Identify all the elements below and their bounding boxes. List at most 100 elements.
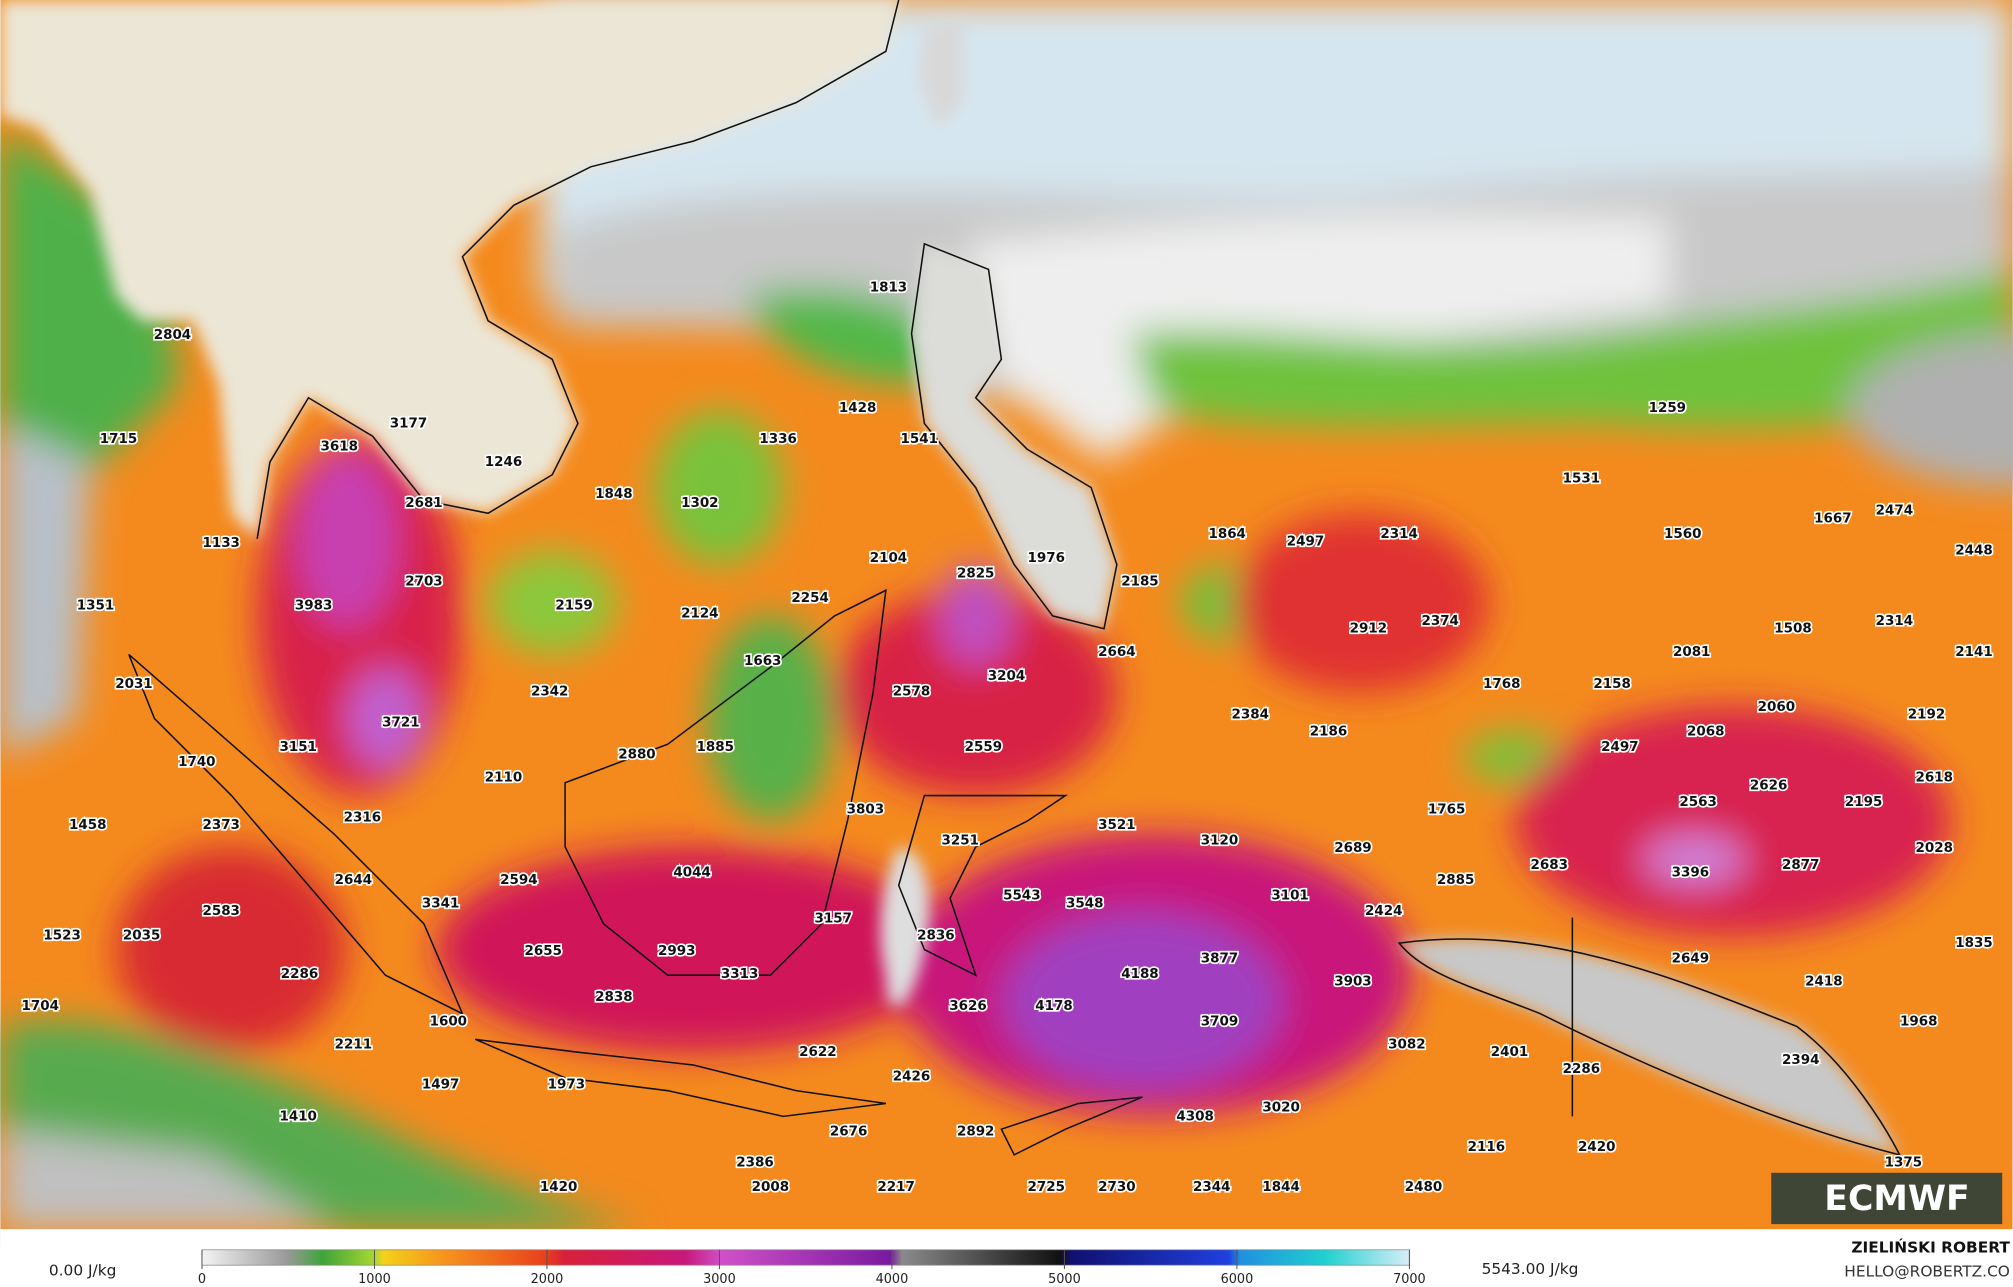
cape-label: 1740 [178,754,216,770]
cape-label: 2664 [1098,644,1135,660]
cape-label: 2825 [957,566,995,582]
cape-label: 2314 [1876,613,1914,629]
cape-label: 2192 [1908,707,1946,723]
cape-label: 1410 [279,1108,317,1124]
cape-label: 3521 [1098,817,1135,833]
cape-label: 2068 [1687,723,1725,739]
cape-label: 2836 [917,927,955,943]
cape-label: 1497 [422,1076,460,1092]
cape-label: 2681 [405,495,443,511]
cape-label: 2578 [893,684,931,700]
cape-label: 3020 [1262,1099,1300,1115]
cape-label: 2804 [154,327,192,343]
cape-label: 2081 [1673,644,1711,660]
cape-label: 3157 [815,911,853,927]
cape-label: 1541 [900,431,938,447]
cape-label: 2418 [1805,974,1843,990]
cape-label: 1968 [1900,1013,1938,1029]
cape-label: 2448 [1955,542,1993,558]
cape-label: 1704 [22,998,60,1014]
cape-label: 2158 [1593,676,1631,692]
cape-label: 3251 [942,832,979,848]
cape-label: 1885 [696,739,734,755]
cape-label: 1835 [1955,935,1993,951]
cape-label: 2141 [1955,644,1993,660]
cape-label: 1813 [870,279,908,295]
cape-label: 2386 [736,1155,773,1171]
cape-label: 4044 [673,865,710,881]
cape-label: 2116 [1468,1139,1506,1155]
cape-label: 1246 [485,454,523,470]
cape-label: 2730 [1098,1179,1135,1195]
coastlines [128,0,1902,1156]
cape-label: 1765 [1428,802,1466,818]
cape-label: 1259 [1649,400,1687,416]
cape-label: 1864 [1208,526,1245,542]
cape-label: 3082 [1388,1036,1426,1052]
tick-label: 7000 [1393,1272,1426,1287]
cape-label: 2185 [1121,573,1158,589]
cape-label: 2035 [123,927,161,943]
cape-label: 2316 [344,809,382,825]
cape-label: 2217 [877,1179,914,1195]
cape-label: 2655 [525,943,563,959]
cape-label: 2877 [1782,857,1820,873]
cape-label: 1351 [77,598,115,614]
tick-label: 4000 [876,1272,909,1287]
cape-label: 2159 [555,598,593,614]
cape-label: 2480 [1405,1179,1443,1195]
cape-label: 2254 [791,590,828,606]
cape-label: 4178 [1035,998,1073,1014]
colorbar-ticks: 0 1000 2000 3000 4000 5000 6000 7000 [198,1249,1426,1287]
cape-label: 2497 [1601,739,1639,755]
cape-label: 2420 [1578,1139,1616,1155]
cape-label: 2110 [485,770,523,786]
colorbar [201,1249,1410,1266]
tick-label: 3000 [703,1272,736,1287]
cape-label: 1508 [1774,621,1812,637]
cape-label: 1531 [1563,471,1601,487]
cape-label: 3204 [988,668,1026,684]
cape-label: 2689 [1334,840,1372,856]
tick-label: 2000 [531,1272,564,1287]
cape-label: 1133 [202,535,240,551]
cape-label: 2286 [281,966,319,982]
cape-label: 3101 [1271,888,1309,904]
cape-label: 1715 [100,431,138,447]
cape-label: 2424 [1365,903,1403,919]
tick-label: 6000 [1221,1272,1254,1287]
cape-label: 3341 [422,895,460,911]
cape-label: 2104 [870,550,908,566]
cape-label: 2559 [965,739,1003,755]
cape-label: 3313 [721,966,759,982]
cape-label: 2124 [681,605,718,621]
cape-label: 3151 [279,739,317,755]
min-label: 0.00 J/kg [49,1261,117,1279]
cape-label: 3396 [1672,865,1710,881]
cape-label: 1848 [595,486,633,502]
cape-label: 1667 [1814,510,1852,526]
cape-label: 1458 [69,817,107,833]
cape-label: 1523 [43,927,81,943]
cape-label: 2374 [1421,613,1459,629]
cape-label: 3721 [382,714,420,730]
logo: ECMWF [1824,1179,1969,1219]
cape-label: 2342 [531,684,569,700]
cape-label: 2286 [1563,1061,1601,1077]
cape-label: 2028 [1915,840,1953,856]
cape-label: 1336 [759,431,797,447]
logo-box [1771,1172,2003,1225]
cape-label: 1375 [1885,1155,1923,1171]
cape-label: 2401 [1491,1044,1529,1060]
cape-label: 3877 [1201,951,1239,967]
tick-label: 0 [198,1272,206,1287]
cape-label: 2474 [1876,503,1914,519]
cape-label: 1768 [1483,676,1521,692]
cape-label: 2195 [1845,794,1883,810]
cape-label: 2314 [1380,526,1418,542]
cape-label: 2838 [595,989,633,1005]
cape-label: 2426 [893,1069,931,1085]
cape-label: 3618 [321,439,358,455]
cape-label: 1560 [1664,526,1702,542]
cape-label: 4188 [1121,966,1158,982]
